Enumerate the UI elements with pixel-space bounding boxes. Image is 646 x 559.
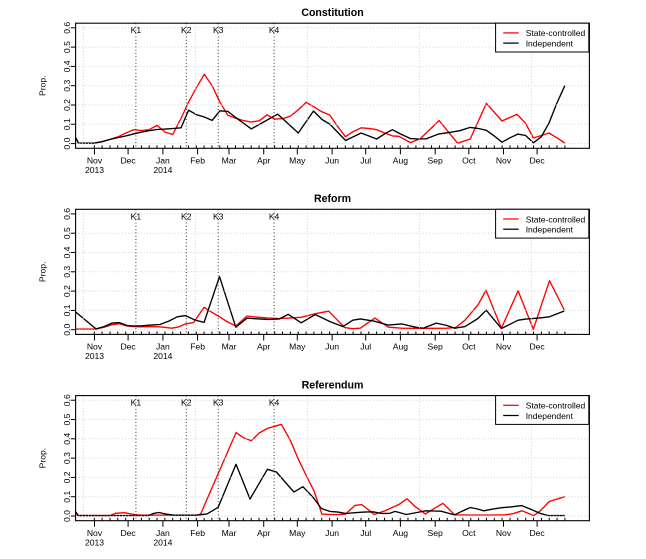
svg-text:Dec: Dec: [529, 528, 545, 538]
svg-text:0.4: 0.4: [62, 246, 72, 258]
svg-text:Mar: Mar: [222, 528, 237, 538]
svg-text:K1: K1: [131, 398, 142, 408]
svg-text:K4: K4: [269, 25, 280, 35]
svg-text:Independent: Independent: [526, 411, 574, 421]
svg-text:2014: 2014: [153, 538, 172, 548]
svg-text:0.3: 0.3: [62, 452, 72, 464]
svg-text:Prop.: Prop.: [37, 262, 47, 283]
svg-text:May: May: [289, 528, 306, 538]
svg-text:0.6: 0.6: [62, 22, 72, 34]
svg-text:K2: K2: [181, 211, 192, 221]
svg-text:Jun: Jun: [325, 528, 339, 538]
svg-text:2014: 2014: [153, 351, 172, 361]
svg-text:K4: K4: [269, 211, 280, 221]
svg-text:Independent: Independent: [526, 225, 574, 235]
svg-text:Jun: Jun: [325, 156, 339, 166]
svg-text:0.2: 0.2: [62, 471, 72, 483]
svg-text:Oct: Oct: [462, 342, 476, 352]
svg-text:K3: K3: [213, 25, 224, 35]
svg-text:2013: 2013: [85, 165, 104, 175]
svg-text:Independent: Independent: [526, 38, 574, 48]
svg-text:Jul: Jul: [360, 156, 371, 166]
svg-text:0.0: 0.0: [62, 324, 72, 336]
svg-text:Jan: Jan: [156, 528, 170, 538]
svg-text:Jan: Jan: [156, 342, 170, 352]
svg-text:State-controlled: State-controlled: [526, 214, 586, 224]
svg-text:K2: K2: [181, 398, 192, 408]
svg-text:0.2: 0.2: [62, 285, 72, 297]
svg-text:State-controlled: State-controlled: [526, 401, 586, 411]
svg-text:K3: K3: [213, 398, 224, 408]
svg-text:Apr: Apr: [257, 528, 271, 538]
svg-text:Aug: Aug: [393, 528, 409, 538]
svg-text:Feb: Feb: [190, 342, 205, 352]
svg-text:Jul: Jul: [360, 528, 371, 538]
svg-text:2013: 2013: [85, 538, 104, 548]
svg-text:Dec: Dec: [529, 156, 545, 166]
svg-text:Mar: Mar: [222, 156, 237, 166]
svg-text:0.3: 0.3: [62, 80, 72, 92]
svg-text:Constitution: Constitution: [301, 7, 363, 19]
svg-text:K3: K3: [213, 211, 224, 221]
svg-text:Jan: Jan: [156, 156, 170, 166]
svg-text:Nov: Nov: [496, 342, 512, 352]
svg-text:0.6: 0.6: [62, 394, 72, 406]
svg-text:Prop.: Prop.: [37, 75, 47, 96]
svg-text:0.0: 0.0: [62, 137, 72, 149]
svg-text:Apr: Apr: [257, 156, 271, 166]
svg-text:May: May: [289, 342, 306, 352]
svg-text:K2: K2: [181, 25, 192, 35]
svg-text:K1: K1: [131, 25, 142, 35]
svg-text:Dec: Dec: [120, 156, 136, 166]
svg-text:0.1: 0.1: [62, 118, 72, 130]
svg-text:Referendum: Referendum: [302, 380, 364, 392]
svg-text:0.5: 0.5: [62, 413, 72, 425]
svg-text:0.4: 0.4: [62, 433, 72, 445]
svg-text:Reform: Reform: [314, 193, 351, 205]
svg-text:0.1: 0.1: [62, 304, 72, 316]
svg-text:0.5: 0.5: [62, 41, 72, 53]
svg-text:Jul: Jul: [360, 342, 371, 352]
svg-text:Sep: Sep: [428, 342, 444, 352]
svg-text:Sep: Sep: [428, 156, 444, 166]
svg-text:Prop.: Prop.: [37, 448, 47, 469]
svg-text:K4: K4: [269, 398, 280, 408]
svg-text:Oct: Oct: [462, 528, 476, 538]
svg-text:Aug: Aug: [393, 156, 409, 166]
svg-text:0.5: 0.5: [62, 227, 72, 239]
svg-text:0.0: 0.0: [62, 510, 72, 522]
svg-text:2013: 2013: [85, 351, 104, 361]
svg-text:Nov: Nov: [496, 156, 512, 166]
svg-text:Dec: Dec: [120, 528, 136, 538]
svg-text:Nov: Nov: [496, 528, 512, 538]
svg-text:Feb: Feb: [190, 156, 205, 166]
svg-text:Nov: Nov: [87, 528, 103, 538]
svg-text:May: May: [289, 156, 306, 166]
svg-text:Apr: Apr: [257, 342, 271, 352]
svg-text:Dec: Dec: [529, 342, 545, 352]
svg-text:0.3: 0.3: [62, 266, 72, 278]
svg-text:K1: K1: [131, 211, 142, 221]
svg-text:Nov: Nov: [87, 156, 103, 166]
svg-text:Mar: Mar: [222, 342, 237, 352]
svg-text:0.4: 0.4: [62, 60, 72, 72]
svg-text:0.2: 0.2: [62, 99, 72, 111]
svg-text:Jun: Jun: [325, 342, 339, 352]
svg-text:Nov: Nov: [87, 342, 103, 352]
svg-text:State-controlled: State-controlled: [526, 28, 586, 38]
svg-text:Dec: Dec: [120, 342, 136, 352]
svg-text:Sep: Sep: [428, 528, 444, 538]
svg-text:Oct: Oct: [462, 156, 476, 166]
svg-text:Feb: Feb: [190, 528, 205, 538]
svg-text:Aug: Aug: [393, 342, 409, 352]
svg-text:0.1: 0.1: [62, 491, 72, 503]
svg-text:0.6: 0.6: [62, 208, 72, 220]
svg-text:2014: 2014: [153, 165, 172, 175]
